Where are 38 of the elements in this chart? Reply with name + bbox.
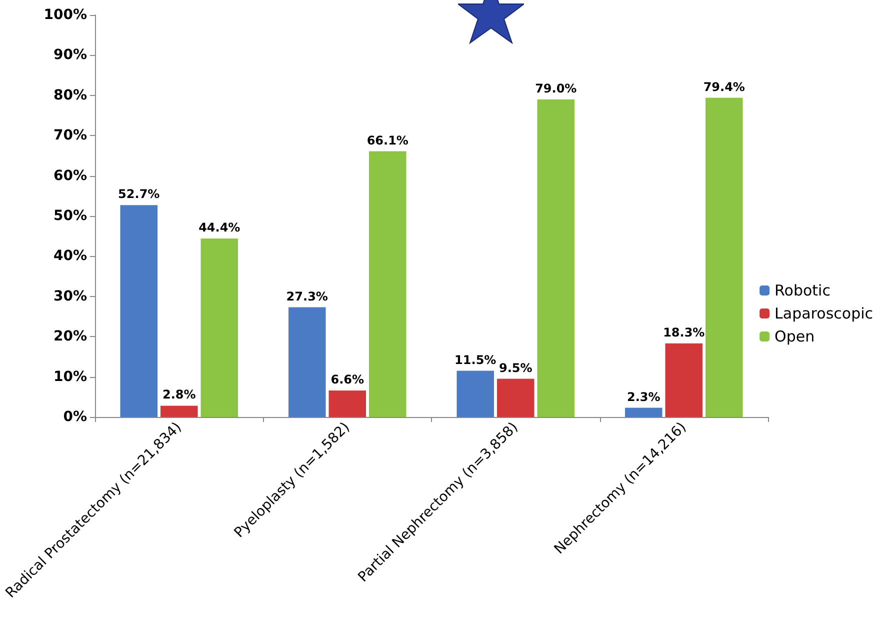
data-label: 79.4% [703,80,745,94]
bar [624,408,662,417]
y-tick-label: 10% [53,368,87,385]
y-tick-label: 40% [53,248,87,264]
bar [665,343,703,417]
bar [456,370,494,417]
data-label: 27.3% [286,289,328,304]
y-tick-label: 50% [53,208,87,224]
y-tick-label: 90% [53,47,87,64]
y-tick-label: 70% [53,128,87,144]
y-tick-label: 60% [53,168,87,184]
y-tick-label: 30% [53,288,87,304]
y-tick-label: 100% [44,7,87,23]
legend-label: Laparoscopic [774,304,873,322]
data-label: 11.5% [454,352,496,367]
legend-label: Robotic [774,282,830,300]
legend-label: Open [774,328,815,346]
data-label: 2.8% [162,388,196,402]
bar [496,378,534,417]
y-tick-label: 80% [53,87,87,104]
bar [288,307,326,417]
bar [705,98,743,417]
data-label: 2.3% [626,390,660,404]
data-label: 18.3% [663,325,705,340]
data-label: 9.5% [498,360,532,375]
bar [537,99,575,417]
bar [200,238,238,417]
bar [368,151,406,417]
data-label: 52.7% [118,187,160,202]
data-label: 6.6% [330,372,364,386]
data-label: 44.4% [198,220,240,235]
data-label: 66.1% [366,133,408,148]
bar [160,406,198,417]
data-label: 79.0% [535,81,577,96]
y-tick-label: 20% [53,328,87,345]
y-tick-label: 0% [63,409,87,425]
bar [328,390,366,417]
bar [120,205,158,417]
